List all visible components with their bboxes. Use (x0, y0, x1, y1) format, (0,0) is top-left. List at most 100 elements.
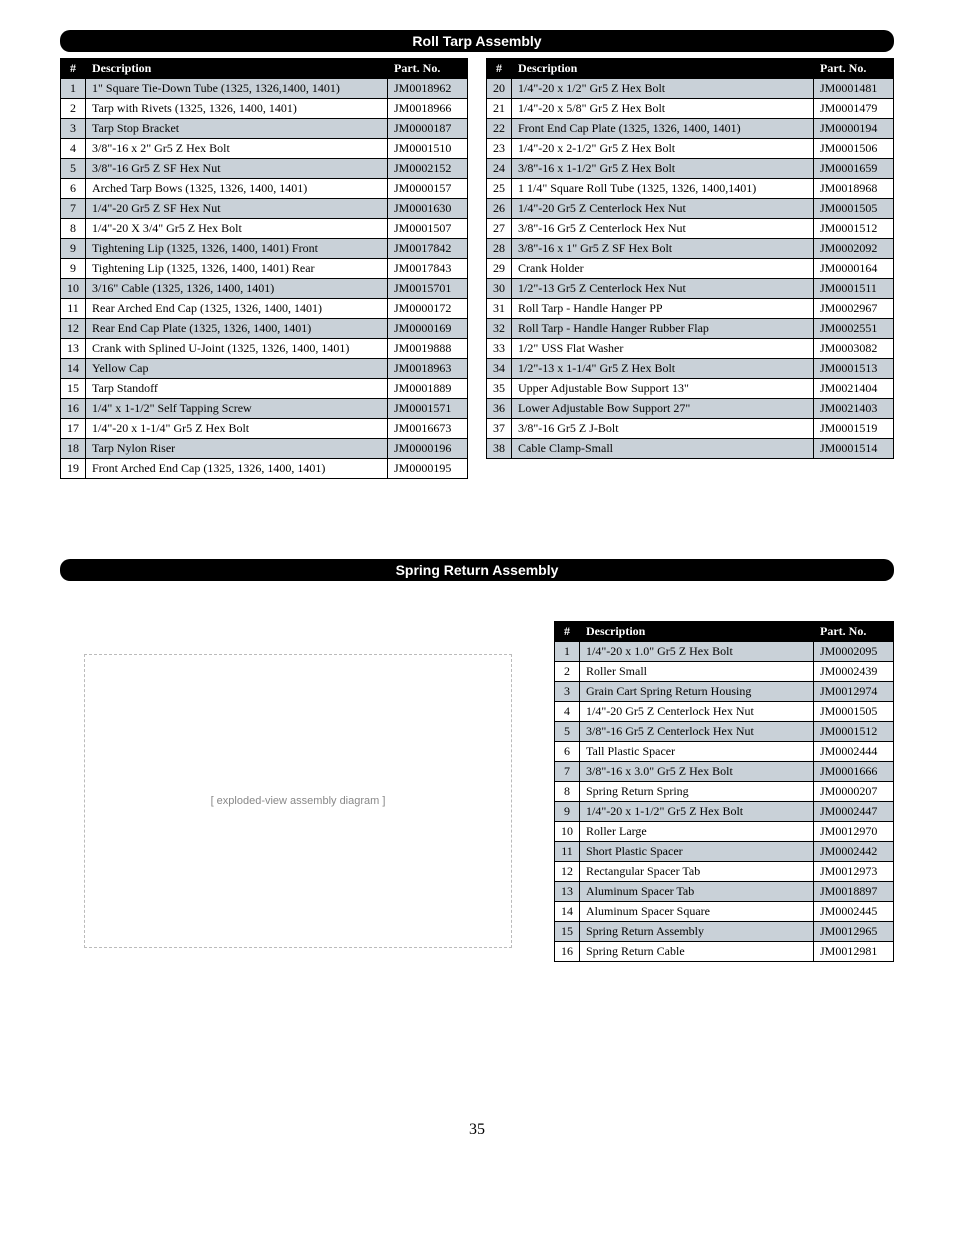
table-row: 81/4"-20 X 3/4" Gr5 Z Hex BoltJM0001507 (61, 219, 468, 239)
cell-description: Cable Clamp-Small (512, 439, 814, 459)
cell-part-number: JM0001479 (814, 99, 894, 119)
cell-num: 29 (487, 259, 512, 279)
cell-num: 9 (555, 802, 580, 822)
table-row: 29Crank HolderJM0000164 (487, 259, 894, 279)
table-row: 35Upper Adjustable Bow Support 13"JM0021… (487, 379, 894, 399)
table-row: 273/8"-16 Gr5 Z Centerlock Hex NutJM0001… (487, 219, 894, 239)
cell-num: 14 (61, 359, 86, 379)
table-row: 10Roller LargeJM0012970 (555, 822, 894, 842)
table-row: 31Roll Tarp - Handle Hanger PPJM0002967 (487, 299, 894, 319)
cell-part-number: JM0001512 (814, 219, 894, 239)
cell-num: 13 (555, 882, 580, 902)
cell-num: 25 (487, 179, 512, 199)
cell-description: Upper Adjustable Bow Support 13" (512, 379, 814, 399)
cell-part-number: JM0002445 (814, 902, 894, 922)
cell-num: 2 (61, 99, 86, 119)
cell-description: 3/8"-16 Gr5 Z J-Bolt (512, 419, 814, 439)
roll-tarp-table-left: # Description Part. No. 11" Square Tie-D… (60, 58, 468, 479)
cell-part-number: JM0012981 (814, 942, 894, 962)
cell-description: 1/4"-20 x 2-1/2" Gr5 Z Hex Bolt (512, 139, 814, 159)
cell-description: Roll Tarp - Handle Hanger PP (512, 299, 814, 319)
cell-part-number: JM0001512 (814, 722, 894, 742)
cell-description: Roller Large (580, 822, 814, 842)
cell-num: 16 (61, 399, 86, 419)
cell-description: Yellow Cap (86, 359, 388, 379)
cell-description: Tall Plastic Spacer (580, 742, 814, 762)
cell-part-number: JM0001666 (814, 762, 894, 782)
table-row: 201/4"-20 x 1/2" Gr5 Z Hex BoltJM0001481 (487, 79, 894, 99)
cell-description: 3/8"-16 Gr5 Z Centerlock Hex Nut (512, 219, 814, 239)
cell-description: Arched Tarp Bows (1325, 1326, 1400, 1401… (86, 179, 388, 199)
cell-part-number: JM0000169 (388, 319, 468, 339)
cell-num: 31 (487, 299, 512, 319)
table-row: 32Roll Tarp - Handle Hanger Rubber FlapJ… (487, 319, 894, 339)
table-row: 53/8"-16 Gr5 Z SF Hex NutJM0002152 (61, 159, 468, 179)
cell-description: 1/2"-13 Gr5 Z Centerlock Hex Nut (512, 279, 814, 299)
spring-return-diagram: [ exploded-view assembly diagram ] (60, 621, 536, 981)
table-row: 103/16" Cable (1325, 1326, 1400, 1401)JM… (61, 279, 468, 299)
cell-description: Aluminum Spacer Square (580, 902, 814, 922)
cell-part-number: JM0000157 (388, 179, 468, 199)
cell-part-number: JM0001510 (388, 139, 468, 159)
cell-part-number: JM0015701 (388, 279, 468, 299)
table-row: 211/4"-20 x 5/8" Gr5 Z Hex BoltJM0001479 (487, 99, 894, 119)
table-row: 13Aluminum Spacer TabJM0018897 (555, 882, 894, 902)
cell-description: 1/4"-20 x 1.0" Gr5 Z Hex Bolt (580, 642, 814, 662)
cell-part-number: JM0000187 (388, 119, 468, 139)
table-row: 3Tarp Stop BracketJM0000187 (61, 119, 468, 139)
cell-description: Tightening Lip (1325, 1326, 1400, 1401) … (86, 239, 388, 259)
cell-description: 1/4"-20 Gr5 Z SF Hex Nut (86, 199, 388, 219)
cell-description: Rear Arched End Cap (1325, 1326, 1400, 1… (86, 299, 388, 319)
cell-description: Roll Tarp - Handle Hanger Rubber Flap (512, 319, 814, 339)
table-row: 331/2" USS Flat WasherJM0003082 (487, 339, 894, 359)
table-row: 9Tightening Lip (1325, 1326, 1400, 1401)… (61, 259, 468, 279)
cell-num: 12 (555, 862, 580, 882)
cell-part-number: JM0000196 (388, 439, 468, 459)
cell-num: 1 (61, 79, 86, 99)
table-row: 16Spring Return CableJM0012981 (555, 942, 894, 962)
cell-description: Spring Return Spring (580, 782, 814, 802)
cell-num: 14 (555, 902, 580, 922)
table-row: 301/2"-13 Gr5 Z Centerlock Hex NutJM0001… (487, 279, 894, 299)
col-header-desc: Description (580, 622, 814, 642)
cell-num: 7 (61, 199, 86, 219)
cell-num: 34 (487, 359, 512, 379)
cell-part-number: JM0019888 (388, 339, 468, 359)
cell-part-number: JM0002439 (814, 662, 894, 682)
col-header-partno: Part. No. (814, 622, 894, 642)
table-row: 231/4"-20 x 2-1/2" Gr5 Z Hex BoltJM00015… (487, 139, 894, 159)
table-row: 73/8"-16 x 3.0" Gr5 Z Hex BoltJM0001666 (555, 762, 894, 782)
cell-part-number: JM0001519 (814, 419, 894, 439)
cell-part-number: JM0000194 (814, 119, 894, 139)
table-row: 18Tarp Nylon RiserJM0000196 (61, 439, 468, 459)
cell-num: 5 (555, 722, 580, 742)
cell-part-number: JM0001514 (814, 439, 894, 459)
table-row: 53/8"-16 Gr5 Z Centerlock Hex NutJM00015… (555, 722, 894, 742)
cell-description: Tarp Nylon Riser (86, 439, 388, 459)
cell-part-number: JM0016673 (388, 419, 468, 439)
cell-description: Roller Small (580, 662, 814, 682)
cell-description: 3/8"-16 Gr5 Z Centerlock Hex Nut (580, 722, 814, 742)
cell-num: 16 (555, 942, 580, 962)
table-row: 19Front Arched End Cap (1325, 1326, 1400… (61, 459, 468, 479)
col-header-partno: Part. No. (814, 59, 894, 79)
cell-part-number: JM0001889 (388, 379, 468, 399)
cell-part-number: JM0012973 (814, 862, 894, 882)
table-row: 11Short Plastic SpacerJM0002442 (555, 842, 894, 862)
col-header-partno: Part. No. (388, 59, 468, 79)
table-row: 22Front End Cap Plate (1325, 1326, 1400,… (487, 119, 894, 139)
cell-num: 21 (487, 99, 512, 119)
cell-description: 1/4"-20 Gr5 Z Centerlock Hex Nut (580, 702, 814, 722)
col-header-num: # (555, 622, 580, 642)
cell-part-number: JM0002551 (814, 319, 894, 339)
cell-num: 9 (61, 259, 86, 279)
table-row: 12Rear End Cap Plate (1325, 1326, 1400, … (61, 319, 468, 339)
cell-num: 19 (61, 459, 86, 479)
table-row: 9Tightening Lip (1325, 1326, 1400, 1401)… (61, 239, 468, 259)
cell-part-number: JM0000172 (388, 299, 468, 319)
cell-num: 23 (487, 139, 512, 159)
roll-tarp-table-right: # Description Part. No. 201/4"-20 x 1/2"… (486, 58, 894, 459)
table-row: 13Crank with Splined U-Joint (1325, 1326… (61, 339, 468, 359)
cell-num: 36 (487, 399, 512, 419)
cell-num: 2 (555, 662, 580, 682)
